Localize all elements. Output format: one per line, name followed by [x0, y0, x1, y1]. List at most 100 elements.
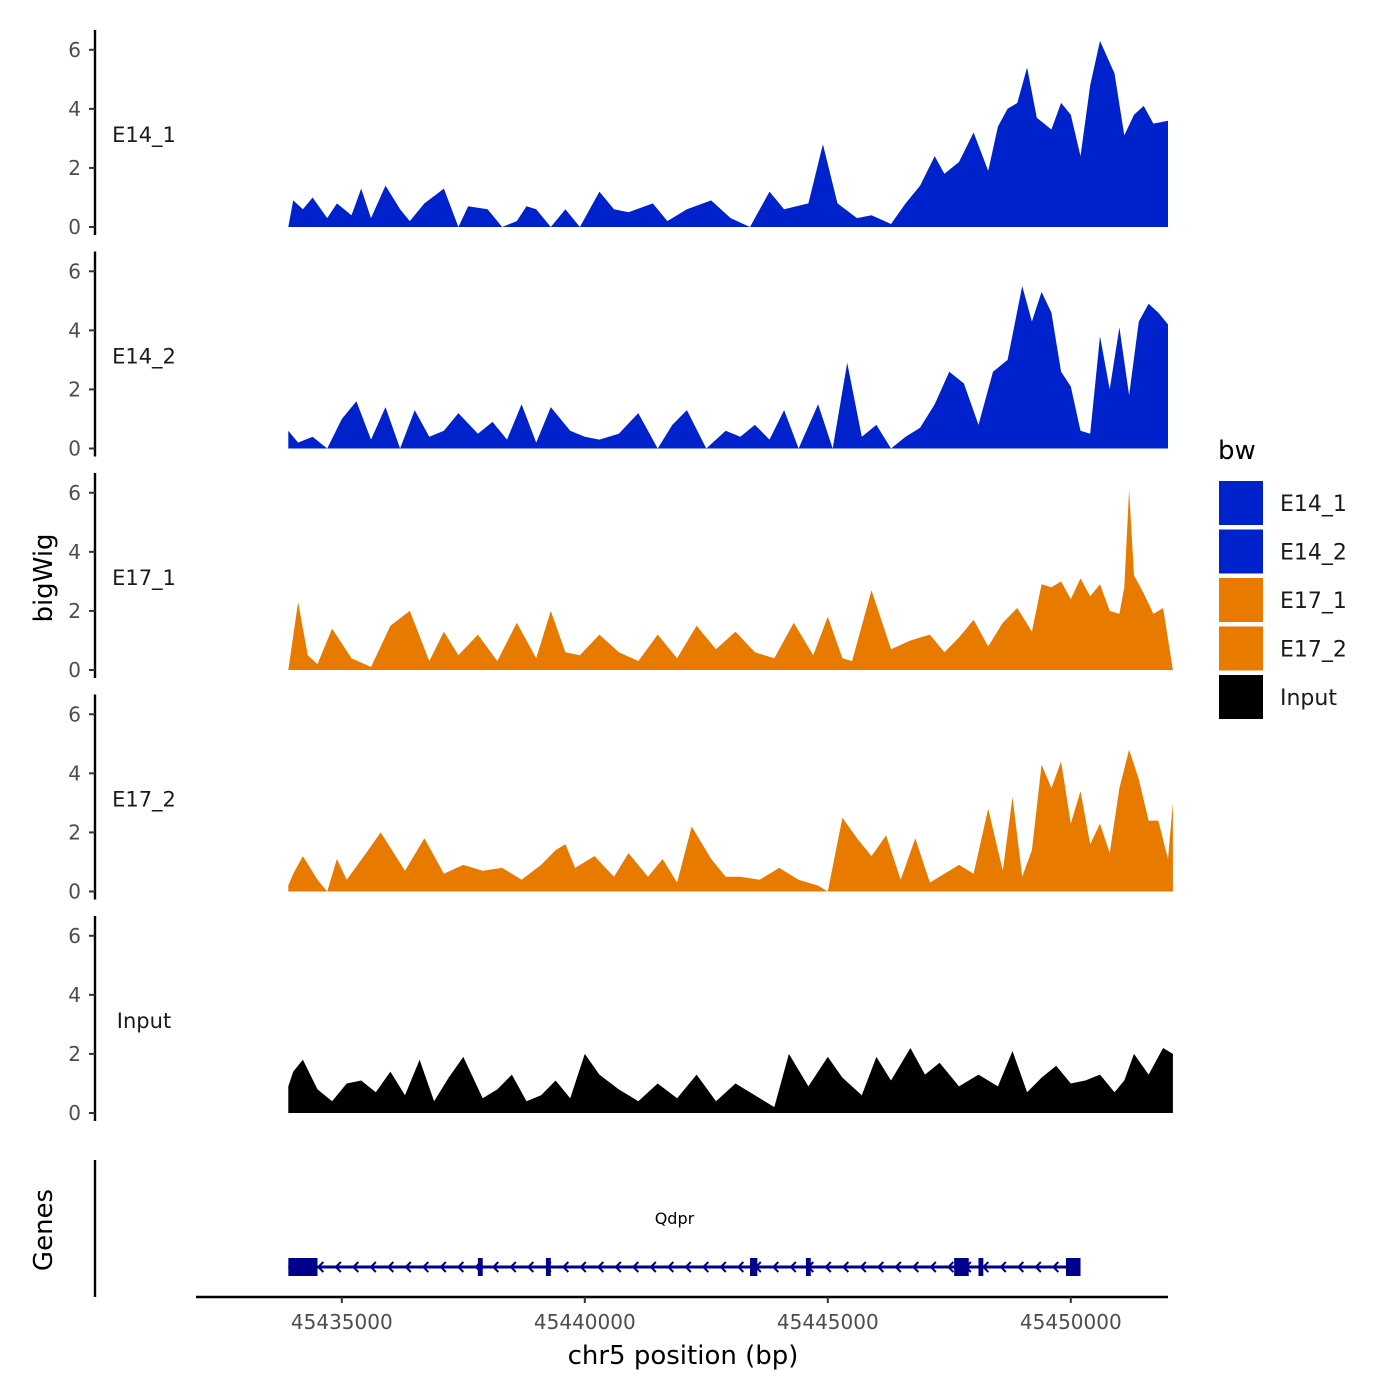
strand-arrow: [981, 1261, 990, 1273]
y-tick-label: 6: [68, 259, 81, 283]
y-tick-label: 2: [68, 377, 81, 401]
legend-label-E17_1: E17_1: [1280, 589, 1347, 614]
y-tick-label: 6: [68, 924, 81, 948]
y-tick-label: 4: [68, 318, 81, 342]
track-E17_1: 0 2 4 6 E17_1: [68, 473, 1173, 682]
strand-arrow: [666, 1261, 675, 1273]
strand-arrow: [649, 1261, 657, 1273]
track-E14_1: 0 2 4 6 E14_1: [68, 30, 1168, 239]
legend-title: bw: [1218, 436, 1256, 466]
strand-arrow: [386, 1261, 395, 1273]
y-tick-label: 4: [68, 983, 81, 1007]
legend-key-E14_2: [1219, 529, 1263, 574]
strand-arrow: [911, 1261, 920, 1273]
strand-arrow: [946, 1261, 955, 1273]
strand-arrow: [1016, 1261, 1025, 1273]
strand-arrow: [684, 1261, 692, 1273]
gene-Qdpr: Qdpr: [288, 1209, 1081, 1276]
strand-arrow: [876, 1261, 885, 1273]
x-axis-title: chr5 position (bp): [568, 1341, 799, 1371]
track-Input: 0 2 4 6 Input: [68, 916, 1173, 1125]
y-tick-label: 0: [68, 880, 81, 904]
legend-key-E17_2: [1219, 626, 1263, 671]
strand-arrow: [631, 1261, 640, 1273]
strand-arrow: [859, 1261, 867, 1273]
y-tick-label: 0: [68, 1101, 81, 1125]
strand-arrow: [316, 1261, 325, 1273]
strand-arrow: [736, 1261, 745, 1273]
y-tick-label: 6: [68, 702, 81, 726]
strand-arrow: [561, 1261, 570, 1273]
y-tick-label: 6: [68, 38, 81, 62]
gene-label: Qdpr: [655, 1209, 695, 1228]
strand-arrow: [771, 1261, 780, 1273]
gene-exon: [288, 1258, 318, 1276]
gene-exon: [805, 1258, 811, 1276]
strand-arrow: [719, 1261, 727, 1273]
strand-arrow: [509, 1261, 517, 1273]
strand-arrow: [824, 1261, 832, 1273]
track-E14_2: 0 2 4 6 E14_2: [68, 251, 1168, 461]
gene-panel: Qdpr: [93, 1160, 1081, 1297]
area-series-E14_2: [288, 286, 1168, 449]
strand-arrow: [929, 1261, 937, 1273]
y-tick-label: 4: [68, 97, 81, 121]
strand-arrow: [701, 1261, 710, 1273]
y-tick-label: 2: [68, 820, 81, 844]
y-tick-label: 2: [68, 599, 81, 623]
track-label: E17_1: [112, 566, 176, 591]
legend-label-E17_2: E17_2: [1280, 638, 1347, 663]
legend-key-E17_1: [1219, 578, 1263, 622]
y-tick-label: 4: [68, 761, 81, 785]
x-axis: 45435000 45440000 45445000 45450000: [196, 1295, 1168, 1334]
legend-label-E14_2: E14_2: [1280, 541, 1347, 566]
x-tick-label: 45450000: [1020, 1310, 1122, 1334]
strand-arrow: [789, 1261, 797, 1273]
strand-arrow: [894, 1261, 902, 1273]
area-series-E17_2: [288, 749, 1173, 892]
strand-arrow: [351, 1261, 360, 1273]
strand-arrow: [614, 1261, 622, 1273]
strand-arrow: [404, 1261, 412, 1273]
gene-exon: [954, 1258, 969, 1276]
y-tick-label: 0: [68, 437, 81, 461]
gene-panel-title: Genes: [29, 1189, 59, 1271]
y-tick-label: 2: [68, 1042, 81, 1066]
track-label: E14_2: [112, 345, 176, 370]
gene-exon: [477, 1258, 483, 1276]
y-tick-label: 0: [68, 658, 81, 682]
track-label: E17_2: [112, 788, 176, 813]
strand-arrow: [369, 1261, 377, 1273]
strand-arrow: [841, 1261, 850, 1273]
track-panels: 0 2 4 6 E14_1 0 2 4 6 E14_2 0 2 4 6 E17_1 0 2 4 6 E17_2 0 2 4 6…: [68, 30, 1173, 1125]
strand-arrow: [456, 1261, 465, 1273]
strand-arrow: [579, 1261, 587, 1273]
legend-key-E14_1: [1219, 481, 1263, 525]
track-E17_2: 0 2 4 6 E17_2: [68, 694, 1173, 904]
strand-arrow: [1051, 1261, 1060, 1273]
strand-arrow: [491, 1261, 500, 1273]
track-label: Input: [117, 1009, 171, 1033]
strand-arrow: [439, 1261, 447, 1273]
legend: bw E14_1 E14_2 E17_1 E17_2 Input: [1218, 436, 1347, 719]
strand-arrow: [526, 1261, 535, 1273]
legend-label-Input: Input: [1280, 686, 1337, 711]
gene-exon: [1065, 1258, 1081, 1276]
track-label: E14_1: [112, 123, 176, 148]
y-tick-label: 4: [68, 540, 81, 564]
strand-arrow: [334, 1261, 342, 1273]
x-tick-label: 45435000: [291, 1310, 393, 1334]
x-tick-label: 45440000: [534, 1310, 636, 1334]
legend-key-Input: [1219, 675, 1263, 719]
gene-exon: [978, 1258, 984, 1276]
strand-arrow: [999, 1261, 1007, 1273]
x-tick-label: 45445000: [777, 1310, 879, 1334]
strand-arrow: [421, 1261, 430, 1273]
y-tick-label: 0: [68, 215, 81, 239]
legend-label-E14_1: E14_1: [1280, 492, 1347, 517]
y-tick-label: 6: [68, 481, 81, 505]
area-series-Input: [288, 1048, 1173, 1113]
gene-exon: [750, 1258, 758, 1276]
area-series-E17_1: [288, 489, 1173, 670]
